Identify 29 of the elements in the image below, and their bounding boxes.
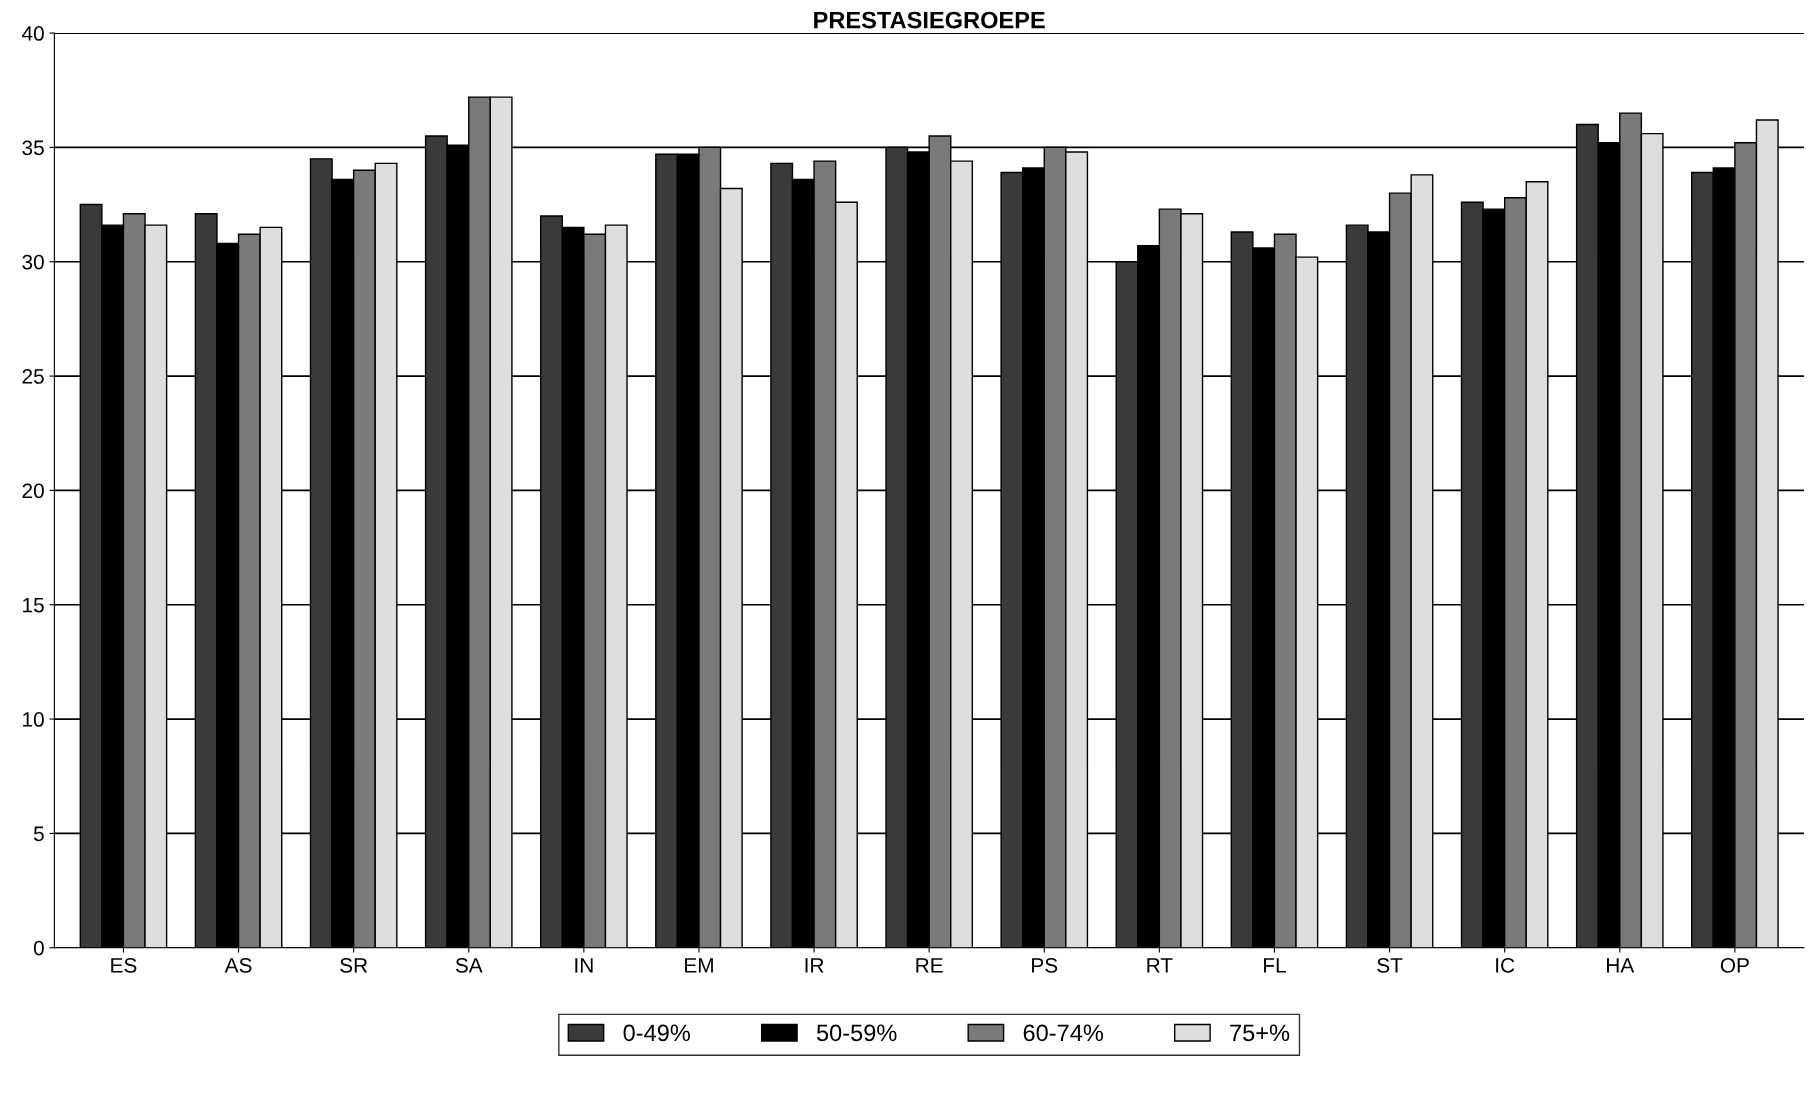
- y-tick-label: 15: [23, 597, 44, 613]
- legend-label: 0-49%: [623, 1024, 690, 1042]
- x-tick-label: EM: [685, 958, 713, 973]
- y-tick-label: 0: [33, 940, 44, 956]
- x-tick-label: RE: [916, 958, 943, 973]
- x-tick-label: ST: [1377, 957, 1403, 973]
- y-tick-label: 20: [22, 483, 44, 499]
- legend-label: 50-59%: [816, 1024, 897, 1042]
- y-tick-label: 30: [22, 254, 44, 270]
- x-tick-label: HA: [1607, 958, 1635, 973]
- x-tick-label: ES: [111, 957, 137, 973]
- x-tick-label: FL: [1264, 958, 1286, 973]
- x-tick-label: PS: [1032, 957, 1058, 973]
- legend-label: 60-74%: [1023, 1024, 1104, 1042]
- legend-label: 75+%: [1230, 1024, 1290, 1042]
- x-tick-label: RT: [1147, 958, 1173, 973]
- y-tick-label: 10: [23, 712, 44, 727]
- chart-title: PRESTASIEGROEPE: [814, 11, 1045, 29]
- y-tick-label: 40: [21, 26, 44, 41]
- x-tick-label: IR: [805, 958, 824, 973]
- x-tick-label: IN: [575, 958, 593, 973]
- y-tick-label: 5: [33, 826, 44, 842]
- x-tick-label: IC: [1496, 957, 1515, 973]
- y-tick-label: 35: [22, 140, 44, 156]
- x-tick-label: SA: [455, 957, 483, 973]
- y-tick-label: 25: [22, 369, 44, 384]
- x-tick-label: OP: [1720, 957, 1749, 973]
- x-tick-label: SR: [340, 957, 368, 973]
- x-tick-label: AS: [224, 957, 252, 973]
